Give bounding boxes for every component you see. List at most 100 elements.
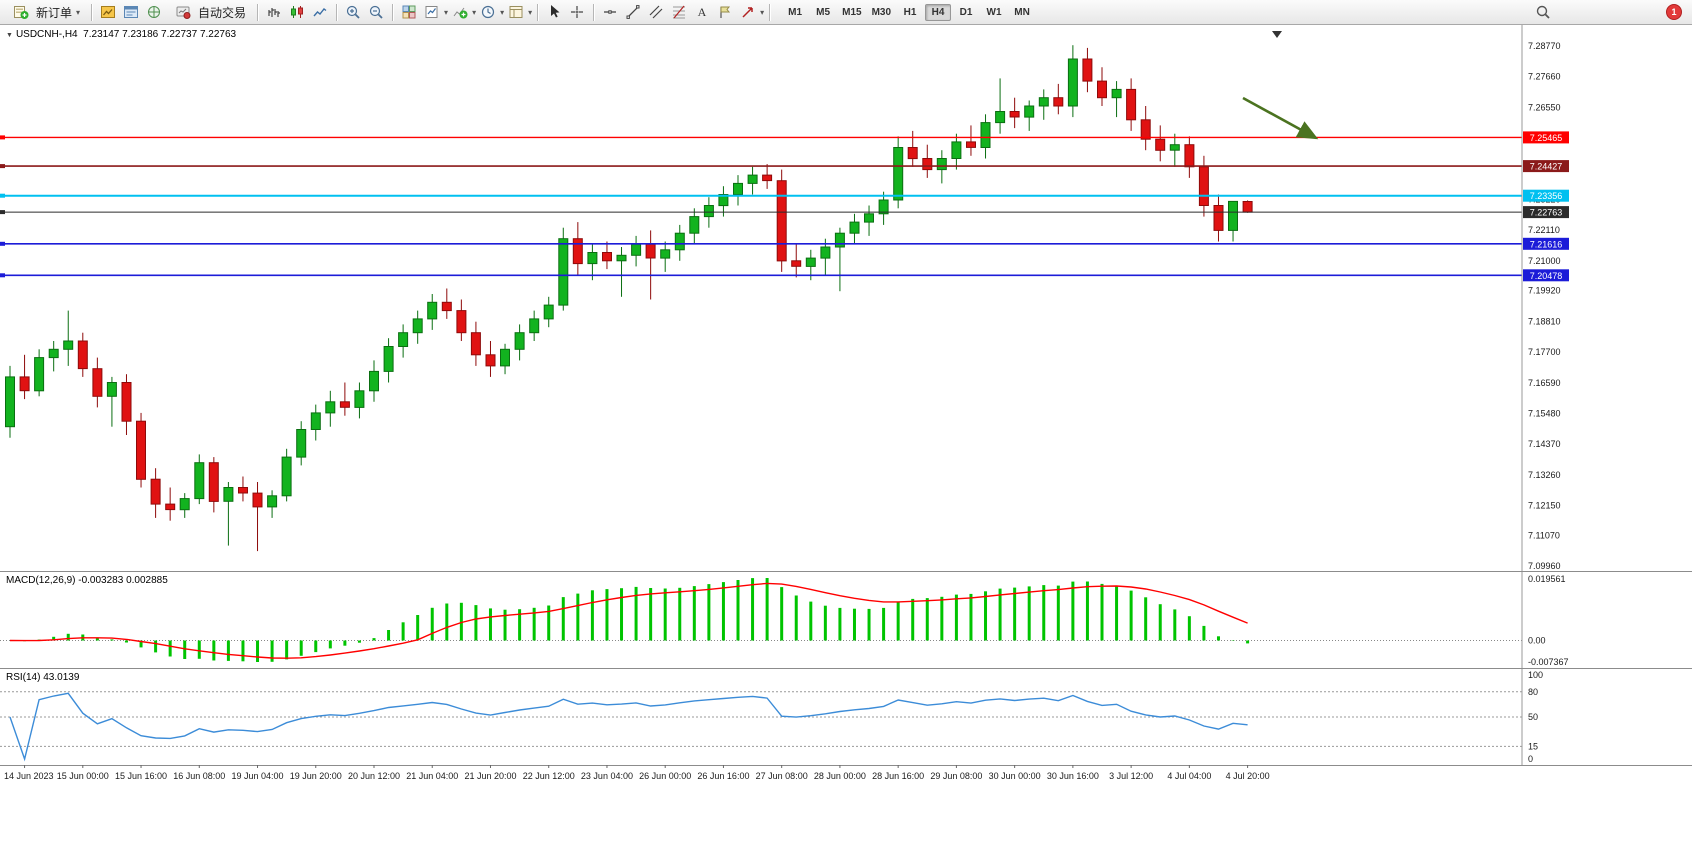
equidistant-channel-icon[interactable] — [645, 2, 667, 22]
timeframe-buttons: M1 M5 M15 M30 H1 H4 D1 W1 MN — [781, 3, 1036, 21]
time-axis[interactable]: 14 Jun 2023 15 Jun 00:00 15 Jun 16:00 16 Ju… — [0, 765, 1692, 785]
timeframe-mn[interactable]: MN — [1014, 6, 1030, 18]
rsi-indicator-label: RSI(14) 43.0139 — [6, 672, 80, 683]
zoom-in-icon[interactable] — [342, 2, 364, 22]
navigator-icon[interactable] — [143, 2, 165, 22]
candle-body — [1169, 144, 1180, 151]
chevron-down-icon[interactable]: ▾ — [528, 7, 533, 17]
macd-axis-label: 0.00 — [1528, 636, 1546, 646]
candle-body — [296, 429, 307, 458]
candle-body — [616, 254, 627, 262]
candle-body — [310, 412, 321, 430]
candlestick-chart-icon[interactable] — [286, 2, 308, 22]
candle-body — [995, 111, 1006, 124]
hline-left-marker — [0, 164, 5, 169]
price-axis-label: 7.13260 — [1528, 470, 1561, 480]
shapes-icon[interactable] — [737, 2, 759, 22]
panel-divider[interactable] — [0, 668, 1692, 669]
indicators-icon[interactable] — [449, 2, 471, 22]
text-icon[interactable]: A — [691, 2, 713, 22]
candle-body — [325, 401, 336, 414]
auto-trading-button[interactable]: 自动交易 — [166, 1, 252, 23]
candle-body — [34, 357, 45, 392]
panel-divider — [0, 765, 1692, 766]
candle-body — [718, 194, 729, 207]
candle-body — [893, 147, 904, 201]
price-axis-label: 7.17700 — [1528, 347, 1561, 357]
fibonacci-icon[interactable] — [668, 2, 690, 22]
macd-axis-label: 0.019561 — [1528, 574, 1566, 584]
price-chart-panel[interactable]: 7.287707.276607.265507.254407.243307.232… — [0, 25, 1692, 571]
price-tag — [1523, 189, 1569, 202]
candle-body — [762, 174, 773, 182]
annotation-arrow[interactable] — [1242, 96, 1319, 140]
price-axis-label: 7.26550 — [1528, 102, 1561, 112]
horizontal-line-icon[interactable] — [599, 2, 621, 22]
time-axis-label: 19 Jun 04:00 — [231, 771, 283, 781]
time-axis-label: 20 Jun 12:00 — [348, 771, 400, 781]
chevron-down-icon[interactable]: ▾ — [500, 7, 505, 17]
price-axis-label: 7.12150 — [1528, 501, 1561, 511]
panel-divider[interactable] — [0, 571, 1692, 572]
chart-symbol-dropdown-icon[interactable]: ▼ — [6, 32, 13, 39]
macd-axis-label: -0.007367 — [1528, 657, 1569, 667]
chevron-down-icon[interactable]: ▾ — [444, 7, 449, 17]
cursor-icon[interactable] — [543, 2, 565, 22]
new-order-icon — [10, 2, 32, 22]
candle-body — [703, 205, 714, 218]
search-icon[interactable] — [1532, 2, 1554, 22]
templates-icon[interactable] — [505, 2, 527, 22]
candle-body — [339, 401, 350, 408]
timeframe-h4[interactable]: H4 — [925, 3, 952, 21]
price-tag-label: 7.21616 — [1530, 239, 1563, 249]
new-chart-icon[interactable] — [421, 2, 443, 22]
candle-body — [907, 147, 918, 160]
tile-windows-icon[interactable] — [398, 2, 420, 22]
label-icon[interactable] — [714, 2, 736, 22]
candle-body — [252, 492, 263, 508]
candle-body — [1126, 88, 1137, 121]
price-tag — [1523, 237, 1569, 250]
timeframe-m30[interactable]: M30 — [871, 6, 892, 18]
candle-body — [1082, 58, 1093, 82]
chart-shift-marker[interactable] — [1272, 31, 1282, 38]
zoom-out-icon[interactable] — [365, 2, 387, 22]
periods-icon[interactable] — [477, 2, 499, 22]
line-chart-icon[interactable] — [309, 2, 331, 22]
timeframe-d1[interactable]: D1 — [959, 6, 973, 18]
candle-body — [106, 382, 117, 397]
chevron-down-icon[interactable]: ▾ — [472, 7, 477, 17]
bar-chart-icon[interactable] — [263, 2, 285, 22]
time-axis-label: 15 Jun 16:00 — [115, 771, 167, 781]
candle-body — [529, 318, 540, 334]
candle-body — [470, 332, 481, 356]
data-window-icon[interactable] — [120, 2, 142, 22]
timeframe-w1[interactable]: W1 — [986, 6, 1002, 18]
candle-body — [645, 243, 656, 259]
time-axis-label: 4 Jul 20:00 — [1226, 771, 1270, 781]
candle-body — [19, 376, 30, 392]
timeframe-h1[interactable]: H1 — [903, 6, 917, 18]
new-order-button[interactable]: 新订单 ▾ — [4, 1, 86, 23]
candle-body — [1111, 88, 1122, 99]
price-axis-label: 7.09960 — [1528, 561, 1561, 571]
candle-body — [398, 332, 409, 348]
timeframe-m1[interactable]: M1 — [788, 6, 803, 18]
chevron-down-icon[interactable]: ▾ — [760, 7, 765, 17]
time-axis-label: 19 Jun 20:00 — [290, 771, 342, 781]
rsi-panel[interactable]: 100 80 50 15 0 — [0, 669, 1692, 765]
candle-body — [63, 340, 74, 350]
macd-panel[interactable]: 0.019561 0.00 -0.007367 — [0, 572, 1692, 668]
timeframe-m5[interactable]: M5 — [816, 6, 831, 18]
price-axis-label: 7.22110 — [1528, 225, 1560, 235]
market-watch-icon[interactable] — [97, 2, 119, 22]
candle-body — [179, 498, 190, 511]
crosshair-icon[interactable] — [566, 2, 588, 22]
notification-badge[interactable]: 1 — [1666, 4, 1682, 20]
candle-body — [1213, 205, 1224, 231]
candle-body — [150, 478, 161, 505]
trendline-icon[interactable] — [622, 2, 644, 22]
timeframe-m15[interactable]: M15 — [842, 6, 862, 18]
candle-body — [1009, 111, 1020, 118]
candle-body — [733, 182, 743, 195]
